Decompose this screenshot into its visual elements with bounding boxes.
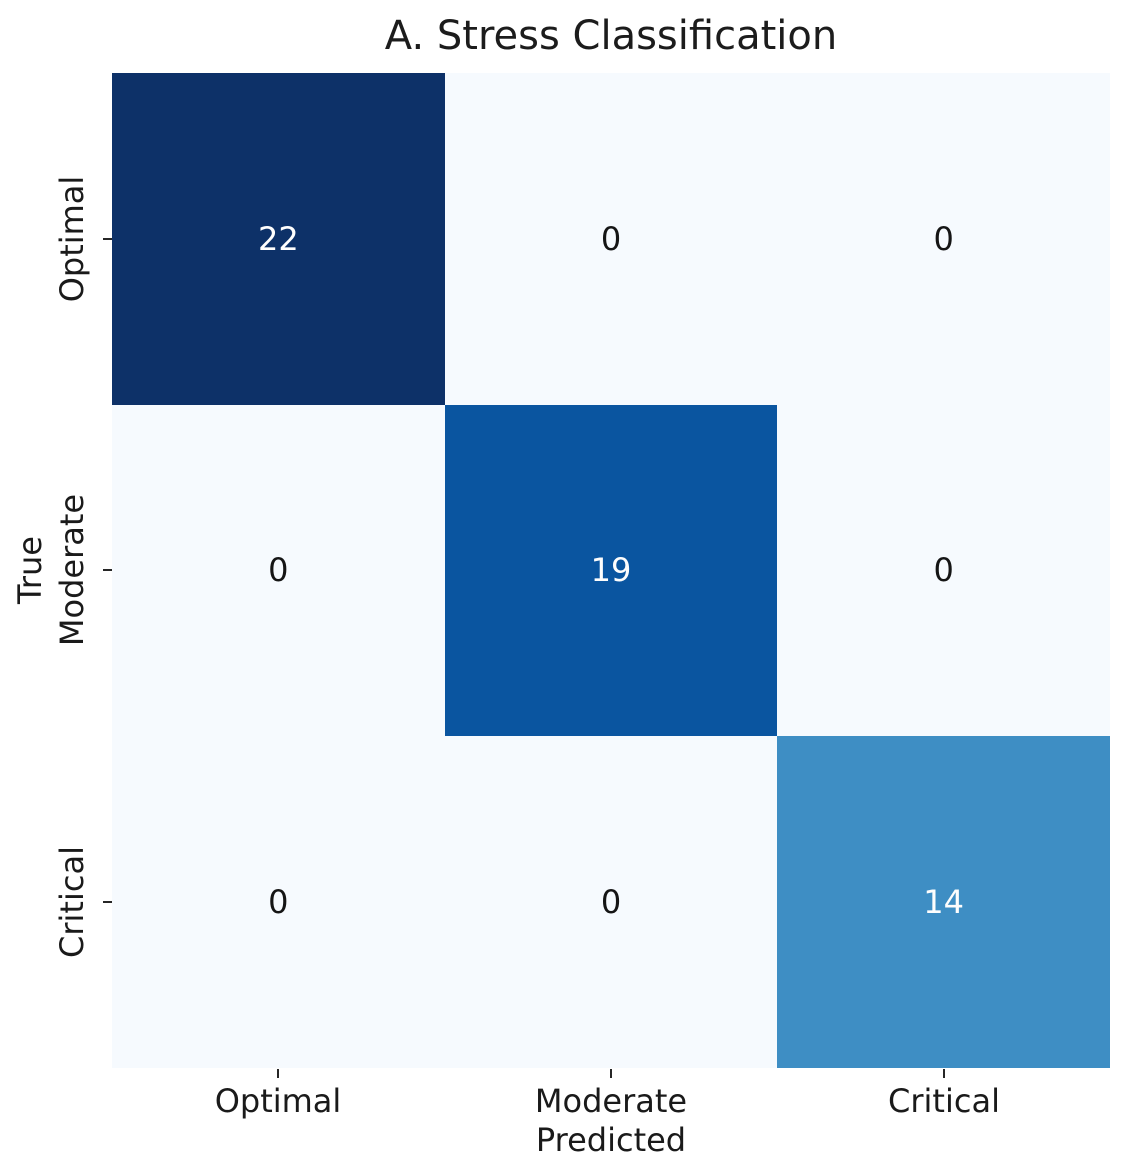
heatmap-cell-r2c2: 14	[777, 736, 1110, 1068]
y-axis-label: True	[11, 536, 49, 604]
heatmap-cell-r1c1: 19	[444, 404, 778, 737]
x-tick-moderate	[610, 1069, 612, 1078]
heatmap-cell-r1c2: 0	[777, 404, 1110, 737]
y-tick-critical	[103, 901, 112, 903]
x-tick-optimal	[277, 1069, 279, 1078]
x-tick-label-optimal: Optimal	[214, 1082, 342, 1120]
y-tick-label-moderate: Moderate	[53, 493, 91, 647]
y-tick-optimal	[103, 238, 112, 240]
y-tick-label-critical: Critical	[53, 846, 91, 958]
heatmap-grid: 22 0 0 0 19 0 0 0 14	[112, 73, 1110, 1068]
heatmap-cell-r0c2: 0	[777, 73, 1110, 405]
x-tick-critical	[943, 1069, 945, 1078]
chart-title: A. Stress Classification	[384, 13, 838, 59]
x-tick-label-critical: Critical	[888, 1082, 1000, 1120]
y-tick-moderate	[103, 569, 112, 571]
x-tick-label-moderate: Moderate	[534, 1082, 688, 1120]
x-axis-label: Predicted	[535, 1121, 687, 1159]
heatmap-cell-r0c1: 0	[444, 73, 778, 405]
y-tick-label-optimal: Optimal	[53, 175, 91, 303]
heatmap-cell-r0c0: 22	[112, 73, 445, 405]
heatmap-cell-r1c0: 0	[112, 404, 445, 737]
heatmap-cell-r2c0: 0	[112, 736, 445, 1068]
heatmap-cell-r2c1: 0	[444, 736, 778, 1068]
